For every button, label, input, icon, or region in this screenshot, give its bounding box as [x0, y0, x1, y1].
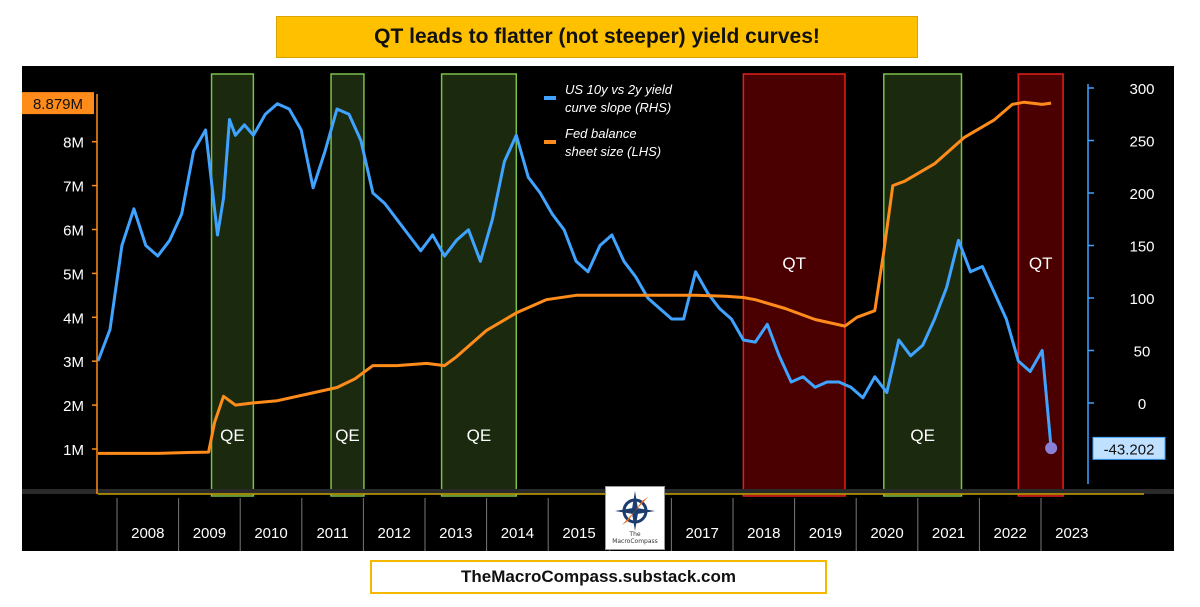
left-axis-tick-label: 3M — [63, 354, 84, 371]
right-axis-tick-label: 100 — [1129, 291, 1154, 308]
region-qe-1 — [210, 73, 255, 497]
right-axis-tick-label: 200 — [1129, 186, 1154, 203]
left-axis-tick-label: 2M — [63, 398, 84, 415]
x-axis-year-label: 2023 — [1055, 525, 1088, 542]
legend-label: US 10y vs 2y yield — [565, 82, 673, 97]
macrocompass-logo: The MacroCompass — [605, 486, 665, 550]
left-last-value-label: 8.879M — [33, 96, 83, 113]
x-axis-year-label: 2014 — [501, 525, 534, 542]
x-axis-year-label: 2008 — [131, 525, 164, 542]
left-axis-tick-label: 4M — [63, 310, 84, 327]
chart-title: QT leads to flatter (not steeper) yield … — [276, 16, 918, 58]
region-label-1: QE — [220, 426, 245, 445]
series-line-fed-balance — [98, 100, 1052, 455]
baseline-strip — [22, 489, 1174, 494]
region-label-4: QT — [782, 254, 806, 273]
region-qt-6 — [1017, 73, 1064, 497]
x-axis-year-label: 2018 — [747, 525, 780, 542]
legend-swatch-2 — [544, 140, 556, 144]
region-label-6: QT — [1029, 254, 1053, 273]
x-axis-year-label: 2013 — [439, 525, 472, 542]
chart: 1M 2M 3M 4M 5M 6M 7M 8M 8.879M 0 50 100 150 200 250 300… — [22, 73, 1174, 551]
region-qe-3 — [440, 73, 518, 497]
left-last-value-tag — [22, 92, 94, 115]
right-axis-tick-label: 50 — [1134, 344, 1151, 361]
x-axis-year-label: 2020 — [870, 525, 903, 542]
right-axis-tick-label: 150 — [1129, 239, 1154, 256]
legend-label: curve slope (RHS) — [565, 100, 671, 115]
legend-label: sheet size (LHS) — [565, 144, 661, 159]
series-line-yield-curve — [96, 102, 1053, 449]
region-qt-4 — [742, 73, 846, 497]
right-last-value-tag — [1092, 436, 1166, 460]
x-axis-year-label: 2012 — [378, 525, 411, 542]
x-axis-year-label: 2010 — [254, 525, 287, 542]
x-axis-year-label: 2011 — [316, 525, 348, 542]
left-axis-tick-label: 1M — [63, 442, 84, 459]
x-axis-year-label: 2015 — [562, 525, 595, 542]
region-label-5: QE — [910, 426, 935, 445]
x-axis-year-label: 2017 — [686, 525, 719, 542]
x-axis-year-label: 2021 — [932, 525, 965, 542]
left-axis-tick-label: 8M — [63, 135, 84, 152]
x-axis-year-label: 2009 — [193, 525, 226, 542]
legend-swatch-1 — [544, 96, 556, 100]
x-axis-year-label: 2022 — [994, 525, 1027, 542]
region-qe-2 — [330, 73, 365, 497]
region-label-2: QE — [335, 426, 360, 445]
right-axis-tick-label: 250 — [1129, 134, 1154, 151]
left-axis-tick-label: 6M — [63, 223, 84, 240]
compass-icon — [615, 491, 655, 531]
footer-url[interactable]: TheMacroCompass.substack.com — [370, 560, 827, 594]
series-endpoint-yield-curve — [1045, 442, 1058, 455]
left-axis-tick-label: 5M — [63, 266, 84, 283]
logo-text: The MacroCompass — [612, 531, 658, 545]
right-axis-tick-label: 300 — [1129, 81, 1154, 98]
chart-panel: 1M 2M 3M 4M 5M 6M 7M 8M 8.879M 0 50 100 150 200 250 300… — [22, 66, 1174, 551]
left-axis-tick-label: 7M — [63, 179, 84, 196]
legend-label: Fed balance — [565, 126, 637, 141]
region-label-3: QE — [467, 426, 492, 445]
x-axis-year-label: 2019 — [809, 525, 842, 542]
right-last-value-label: -43.202 — [1104, 441, 1155, 458]
right-axis-tick-label: 0 — [1138, 396, 1146, 413]
